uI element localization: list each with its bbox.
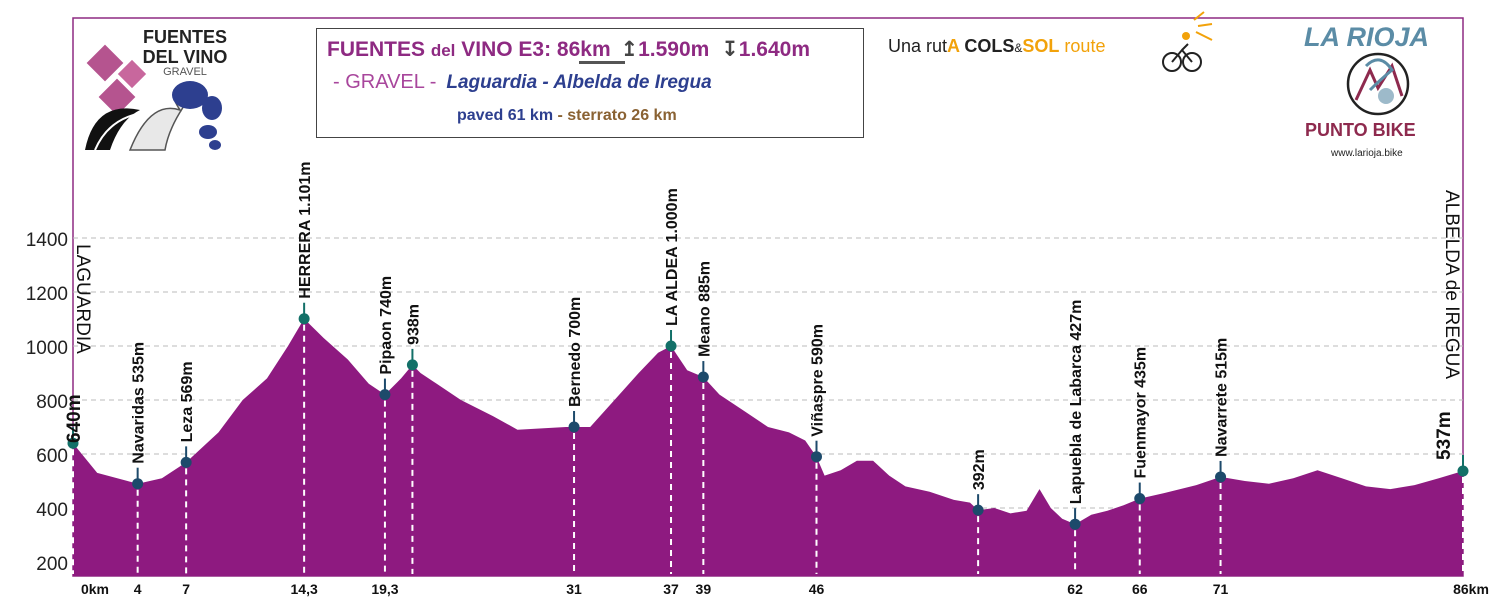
waypoint-label: Lapuebla de Labarca 427m	[1068, 300, 1085, 505]
cols-una: Una rut	[888, 36, 948, 56]
waypoint-marker	[180, 456, 192, 468]
title-line-3: paved 61 km - sterrato 26 km	[457, 107, 677, 125]
waypoint-altitude-label: 640m	[64, 394, 85, 443]
x-tick-label: 66	[1132, 581, 1148, 597]
waypoint-marker	[1134, 493, 1146, 505]
ascent-value: 1.590m	[638, 38, 710, 61]
y-tick-label: 600	[36, 446, 68, 467]
cols-a: A	[947, 36, 960, 56]
ascent-icon: ↥	[620, 38, 639, 61]
waypoint-label: ALBELDA de IREGUA	[1441, 190, 1462, 379]
waypoint-marker	[568, 421, 580, 433]
la-rioja-title: LA RIOJA	[1304, 22, 1430, 52]
cols-amp: &	[1014, 41, 1023, 55]
waypoint-label: Pipaon 740m	[378, 276, 395, 375]
x-tick-label: 0km	[81, 581, 109, 597]
waypoint-label: Leza 569m	[179, 361, 196, 442]
y-tick-label: 400	[36, 500, 68, 521]
waypoint-label: Meano 885m	[696, 261, 713, 357]
waypoint-marker	[1457, 465, 1469, 477]
x-tick-label: 71	[1213, 581, 1229, 597]
waypoint-label: 938m	[405, 304, 422, 345]
title-name: FUENTES	[327, 38, 431, 61]
waypoint-label: HERRERA 1.101m	[297, 161, 314, 298]
waypoint-marker	[665, 340, 677, 352]
x-tick-label: 31	[566, 581, 582, 597]
y-tick-label: 200	[36, 554, 68, 575]
x-tick-label: 7	[182, 581, 190, 597]
waypoint-marker	[132, 478, 144, 490]
waypoint-marker	[1215, 471, 1227, 483]
x-tick-label: 19,3	[371, 581, 398, 597]
x-axis-ticks: 0km 4 7 14,3 19,3 31 37 39 46 62 66 71 86km	[81, 581, 1489, 597]
waypoint-label: Navaridas 535m	[131, 342, 148, 464]
descent-icon: ↧	[721, 38, 739, 61]
sterrato-label: sterrato 26 km	[567, 107, 677, 124]
direction-arrow-icon	[579, 61, 625, 64]
profile-waypoints: LAGUARDIA 640m Navaridas 535m Leza 569m HERR…	[64, 161, 1469, 574]
waypoint-label: LA ALDEA 1.000m	[664, 188, 681, 326]
paved-label: paved 61 km	[457, 107, 554, 124]
waypoint-label: 392m	[971, 449, 988, 490]
x-tick-label: 14,3	[291, 581, 318, 597]
y-axis-ticks: 200 400 600 800 1000 1200 1400	[26, 230, 68, 575]
waypoint-marker	[406, 359, 418, 371]
x-tick-label: 4	[134, 581, 142, 597]
waypoint-marker	[810, 451, 822, 463]
cols-sol-brand: Una rutA COLS&SOL route	[888, 36, 1105, 57]
title-box: FUENTES del VINO E3: 86km ↥1.590m ↧1.640…	[316, 28, 864, 138]
la-rioja-emblem-icon	[1346, 52, 1410, 116]
title-line-2: - GRAVEL - Laguardia - Albelda de Iregua	[333, 71, 712, 94]
waypoint-label: Bernedo 700m	[567, 297, 584, 407]
title-distance: VINO E3: 86km	[455, 38, 611, 61]
logo-line-3: GRAVEL	[163, 66, 207, 78]
elevation-profile-area	[73, 318, 1463, 576]
cols-sol: SOL	[1022, 36, 1060, 56]
x-tick-label: 46	[809, 581, 825, 597]
waypoint-marker	[697, 371, 709, 383]
descent-value: 1.640m	[738, 38, 811, 61]
cols-cols: COLS	[959, 36, 1015, 56]
title-del: del	[430, 41, 456, 60]
waypoint-label: LAGUARDIA	[72, 244, 93, 354]
x-tick-label: 39	[696, 581, 712, 597]
waypoint-marker	[1069, 518, 1081, 530]
y-tick-label: 1400	[26, 230, 68, 251]
route-label: Laguardia - Albelda de Iregua	[446, 72, 712, 93]
waypoint-altitude-label: 537m	[1434, 411, 1455, 460]
x-tick-label: 62	[1067, 581, 1083, 597]
waypoint-marker	[298, 313, 310, 325]
waypoint-label: Navarrete 515m	[1214, 338, 1231, 457]
punto-bike-label: PUNTO BIKE	[1305, 120, 1416, 140]
waypoint-label: Fuenmayor 435m	[1133, 347, 1150, 479]
title-line-1: FUENTES del VINO E3: 86km ↥1.590m ↧1.640…	[327, 37, 810, 62]
cyclist-sun-icon	[1162, 11, 1213, 72]
logo-left-text: FUENTES DEL VINO GRAVEL	[140, 28, 230, 78]
y-tick-label: 800	[36, 392, 68, 413]
cols-route: route	[1059, 36, 1106, 56]
waypoint-marker	[972, 504, 984, 516]
y-tick-label: 1000	[26, 338, 68, 359]
logo-line-1: FUENTES	[142, 27, 227, 47]
logo-line-2: DEL VINO	[142, 47, 228, 67]
waypoint-marker	[379, 389, 391, 401]
x-tick-label: 86km	[1453, 581, 1489, 597]
separator: -	[553, 107, 568, 124]
waypoint-label: Viñaspre 590m	[809, 324, 826, 437]
gravel-label: - GRAVEL -	[333, 71, 437, 93]
website-link[interactable]: www.larioja.bike	[1331, 148, 1403, 159]
x-tick-label: 37	[663, 581, 679, 597]
y-tick-label: 1200	[26, 284, 68, 305]
waypoint-marker	[67, 437, 79, 449]
fuentes-del-vino-logo-icon	[85, 44, 222, 151]
